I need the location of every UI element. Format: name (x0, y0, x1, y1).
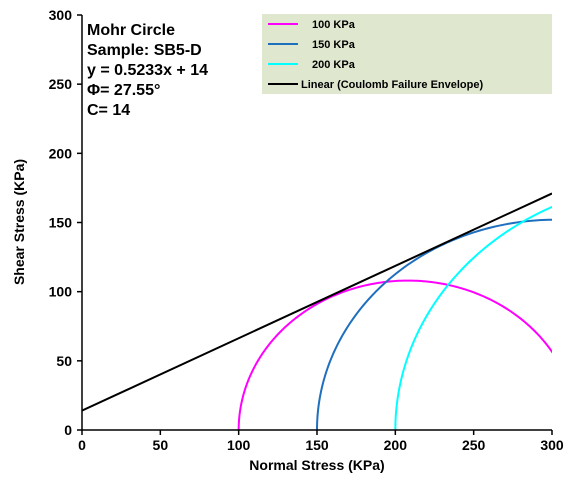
y-tick-label: 250 (49, 76, 73, 92)
annotation-sample: Sample: SB5-D (87, 42, 202, 59)
annotation-cohesion: C= 14 (87, 102, 130, 119)
legend-label-linear-coulomb-failure-envelope: Linear (Coulomb Failure Envelope) (301, 79, 483, 91)
annotation-friction-angle: Φ= 27.55° (87, 82, 160, 99)
y-tick-label: 0 (64, 422, 72, 438)
x-tick-label: 250 (462, 437, 486, 453)
annotation-equation: y = 0.5233x + 14 (87, 62, 208, 79)
x-tick-label: 300 (540, 437, 564, 453)
legend: 100 KPa 150 KPa 200 KPa Linear (Coulomb Fai… (262, 14, 552, 94)
series-200-kpa (394, 205, 552, 430)
x-tick-label: 200 (384, 437, 408, 453)
x-tick-label: 50 (153, 437, 169, 453)
y-tick-label: 300 (49, 7, 73, 23)
annotation-title: Mohr Circle (87, 22, 175, 39)
x-tick-label: 0 (78, 437, 86, 453)
y-axis-title: Shear Stress (KPa) (11, 159, 27, 285)
legend-label-100-kpa: 100 KPa (312, 19, 356, 31)
y-tick-label: 50 (56, 353, 72, 369)
y-tick-label: 200 (49, 145, 73, 161)
axis-ticks: 0 50 100 150 200 250 300 0 50 100 150 200 250 300 (49, 7, 564, 453)
x-tick-label: 150 (305, 437, 329, 453)
series-linear-coulomb-failure-envelope (82, 192, 552, 412)
plot-curves (82, 192, 552, 430)
legend-label-150-kpa: 150 KPa (312, 39, 356, 51)
annotation-box: Mohr Circle Sample: SB5-D y = 0.5233x + … (87, 22, 208, 119)
legend-items: 100 KPa 150 KPa 200 KPa Linear (Coulomb Fai… (268, 19, 483, 91)
series-100-kpa (237, 279, 552, 430)
y-tick-label: 150 (49, 215, 73, 231)
legend-label-200-kpa: 200 KPa (312, 59, 356, 71)
series-150-kpa (316, 218, 552, 430)
x-axis-title: Normal Stress (KPa) (249, 457, 384, 473)
legend-background (262, 14, 552, 94)
x-tick-label: 100 (227, 437, 251, 453)
y-tick-label: 100 (49, 284, 73, 300)
